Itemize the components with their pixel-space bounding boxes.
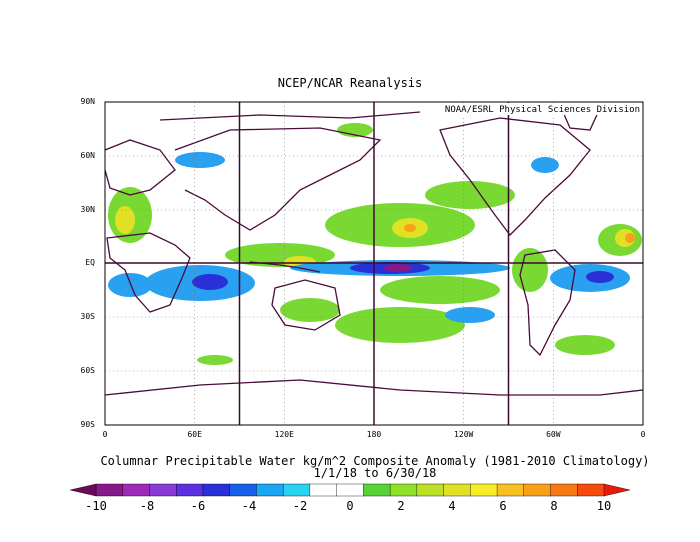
colorbar-tick-label: 6 xyxy=(499,499,507,513)
colorbar-segment xyxy=(256,483,284,497)
colorbar-segment xyxy=(202,483,231,497)
colorbar-tick-label: 10 xyxy=(596,499,612,513)
colorbar-segment xyxy=(363,483,391,497)
colorbar-segment xyxy=(309,483,338,497)
lon-label: 60W xyxy=(546,430,561,439)
colorbar xyxy=(69,483,631,497)
lon-label: 60E xyxy=(187,430,202,439)
colorbar-segment xyxy=(176,483,204,497)
colorbar-tick-label: 2 xyxy=(397,499,405,513)
colorbar-tick-label: -8 xyxy=(139,499,155,513)
lat-label: 30N xyxy=(80,205,95,214)
lon-label: 180 xyxy=(366,430,382,439)
lat-label: 90S xyxy=(80,420,95,429)
lat-label: 30S xyxy=(80,312,95,321)
credit-box xyxy=(443,103,642,115)
chart-title: NCEP/NCAR Reanalysis xyxy=(277,76,423,90)
colorbar-segment xyxy=(229,483,258,497)
colorbar-segment xyxy=(577,483,605,497)
lon-label: 0 xyxy=(640,430,646,439)
colorbar-segment xyxy=(550,483,578,497)
colorbar-segment xyxy=(122,483,151,497)
colorbar-segment xyxy=(149,483,177,497)
colorbar-tick-label: -2 xyxy=(292,499,308,513)
colorbar-segment xyxy=(416,483,445,497)
lat-label: EQ xyxy=(85,258,95,267)
colorbar-tick-label: -4 xyxy=(241,499,257,513)
colorbar-segment xyxy=(389,483,418,497)
colorbar-segment xyxy=(496,483,525,497)
peak-negative-region xyxy=(384,264,412,272)
peak-positive-regions xyxy=(404,224,635,243)
map-frame xyxy=(104,101,644,426)
lat-label: 60N xyxy=(80,151,95,160)
colorbar-segment xyxy=(523,483,552,497)
colorbar-segment xyxy=(336,483,365,497)
colorbar-segment xyxy=(470,483,498,497)
lat-label: 60S xyxy=(80,366,95,375)
colorbar-segment xyxy=(282,483,311,497)
caption-variable: Columnar Precipitable Water kg/m^2 Compo… xyxy=(100,454,650,468)
caption-daterange: 1/1/18 to 6/30/18 xyxy=(313,466,437,480)
colorbar-min-arrow xyxy=(69,483,97,497)
reference-lines xyxy=(105,102,643,425)
colorbar-tick-label: -6 xyxy=(190,499,206,513)
colorbar-tick-label: 4 xyxy=(448,499,456,513)
colorbar-tick-label: 0 xyxy=(346,499,354,513)
colorbar-tick-label: -10 xyxy=(85,499,107,513)
coastlines xyxy=(105,104,643,396)
lat-label: 90N xyxy=(80,97,95,106)
lon-label: 120E xyxy=(274,430,294,439)
shaded-anomaly-layer xyxy=(105,104,643,396)
colorbar-tick-label: 8 xyxy=(550,499,558,513)
lon-label: 0 xyxy=(102,430,108,439)
colorbar-segment xyxy=(443,483,472,497)
lon-label: 120W xyxy=(454,430,474,439)
colorbar-max-arrow xyxy=(603,483,631,497)
credit-text: NOAA/ESRL Physical Sciences Division xyxy=(445,105,640,115)
colorbar-segment xyxy=(95,483,124,497)
